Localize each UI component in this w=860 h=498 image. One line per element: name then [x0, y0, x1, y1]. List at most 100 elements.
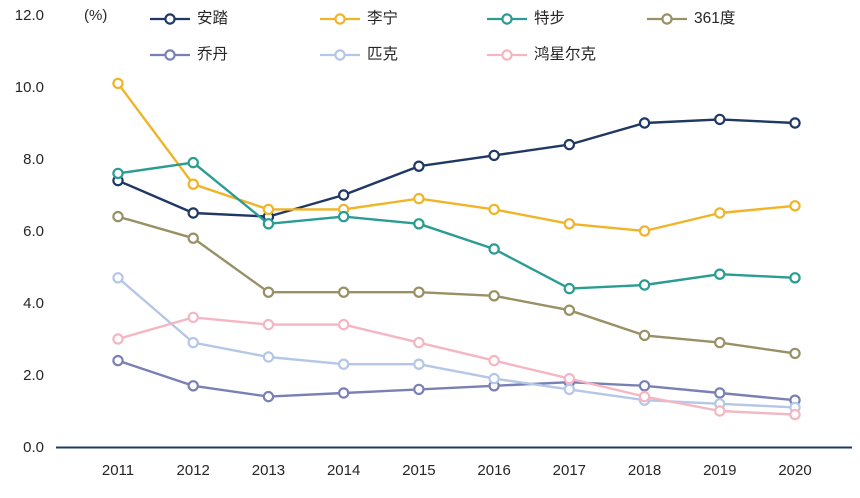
series-line [116, 276, 797, 409]
series-marker [563, 138, 576, 151]
y-axis-tick-label: 10.0 [15, 79, 44, 96]
legend-marker-icon [320, 49, 360, 61]
series-marker [187, 311, 199, 324]
y-axis-tick-label: 6.0 [23, 223, 44, 240]
series-marker [789, 117, 801, 129]
y-axis-tick-label: 4.0 [23, 295, 44, 312]
series-marker [112, 77, 124, 90]
series-marker [488, 354, 500, 367]
legend-marker-icon [150, 49, 190, 61]
series-marker [262, 390, 275, 403]
x-axis-tick-label: 2019 [703, 462, 736, 479]
series-marker [638, 390, 651, 403]
legend-label: 鸿星尔克 [534, 46, 597, 63]
series-marker [488, 372, 500, 385]
legend-item-erke: 鸿星尔克 [487, 44, 647, 66]
y-axis-tick-label: 12.0 [15, 7, 44, 24]
series-marker [638, 279, 651, 291]
series-marker [112, 333, 124, 345]
series-marker [714, 387, 726, 399]
legend-label: 乔丹 [197, 46, 229, 63]
series-group-1 [112, 77, 801, 237]
y-axis-unit-label: (%) [84, 7, 107, 24]
legend-item-361: 361度 [647, 8, 735, 30]
series-marker [714, 113, 726, 126]
series-line [116, 82, 797, 233]
series-marker [789, 347, 801, 360]
series-marker [789, 272, 801, 284]
legend-marker-icon [647, 13, 687, 25]
x-axis-tick-label: 2013 [252, 462, 285, 479]
series-marker [563, 383, 576, 396]
series-marker [638, 329, 651, 342]
series-marker [337, 189, 350, 201]
series-marker [638, 225, 651, 237]
legend-item-anta: 安踏 [150, 8, 320, 30]
series-marker [563, 218, 576, 230]
series-marker [488, 203, 500, 216]
series-marker [413, 286, 425, 298]
series-marker [638, 117, 651, 129]
series-marker [262, 351, 275, 363]
series-marker [262, 203, 275, 216]
series-marker [413, 358, 425, 370]
x-axis-tick-label: 2016 [477, 462, 510, 479]
legend-item-peak: 匹克 [320, 44, 487, 66]
series-marker [714, 336, 726, 349]
series-marker [337, 210, 350, 223]
legend-item-xtep: 特步 [487, 8, 647, 30]
series-marker [112, 167, 124, 180]
series-marker [262, 318, 275, 331]
y-axis-tick-label: 0.0 [23, 439, 44, 456]
series-marker [337, 318, 350, 331]
legend: 安踏 李宁 特步 361度 [150, 8, 735, 66]
series-marker [413, 383, 425, 396]
series-marker [413, 160, 425, 172]
series-marker [488, 149, 500, 162]
legend-item-lining: 李宁 [320, 8, 487, 30]
series-marker [413, 218, 425, 230]
series-group-6 [112, 311, 801, 421]
series-group-0 [112, 113, 801, 223]
series-marker [112, 210, 124, 223]
series-marker [337, 387, 350, 399]
x-axis-tick-label: 2017 [553, 462, 586, 479]
legend-label: 匹克 [367, 46, 399, 63]
x-axis-tick-label: 2018 [628, 462, 661, 479]
series-marker [187, 207, 199, 219]
series-marker [262, 218, 275, 230]
series-marker [187, 380, 199, 392]
x-axis-tick-label: 2015 [402, 462, 435, 479]
x-axis-tick-label: 2014 [327, 462, 360, 479]
series-line [116, 316, 797, 416]
legend-item-qiaodan: 乔丹 [150, 44, 320, 66]
y-axis-tick-label: 8.0 [23, 151, 44, 168]
legend-marker-icon [150, 13, 190, 25]
legend-label: 特步 [534, 10, 566, 27]
series-group-3 [112, 210, 801, 360]
series-group-2 [112, 156, 801, 295]
series-line [116, 215, 797, 355]
x-axis-tick-label: 2011 [102, 462, 134, 479]
legend-label: 李宁 [367, 10, 399, 27]
series-line [116, 359, 797, 402]
series-marker [714, 405, 726, 417]
legend-marker-icon [320, 13, 360, 25]
series-marker [337, 286, 350, 298]
legend-marker-icon [487, 13, 527, 25]
series-marker [112, 354, 124, 367]
series-marker [187, 336, 199, 349]
series-group-5 [112, 272, 801, 414]
series-marker [714, 268, 726, 280]
series-marker [112, 272, 124, 284]
legend-marker-icon [487, 49, 527, 61]
series-marker [187, 178, 199, 190]
series-marker [337, 358, 350, 370]
series-marker [789, 408, 801, 421]
series-marker [187, 232, 199, 244]
series-group-4 [112, 354, 801, 406]
series-marker [563, 282, 576, 295]
x-axis-tick-label: 2012 [177, 462, 210, 479]
